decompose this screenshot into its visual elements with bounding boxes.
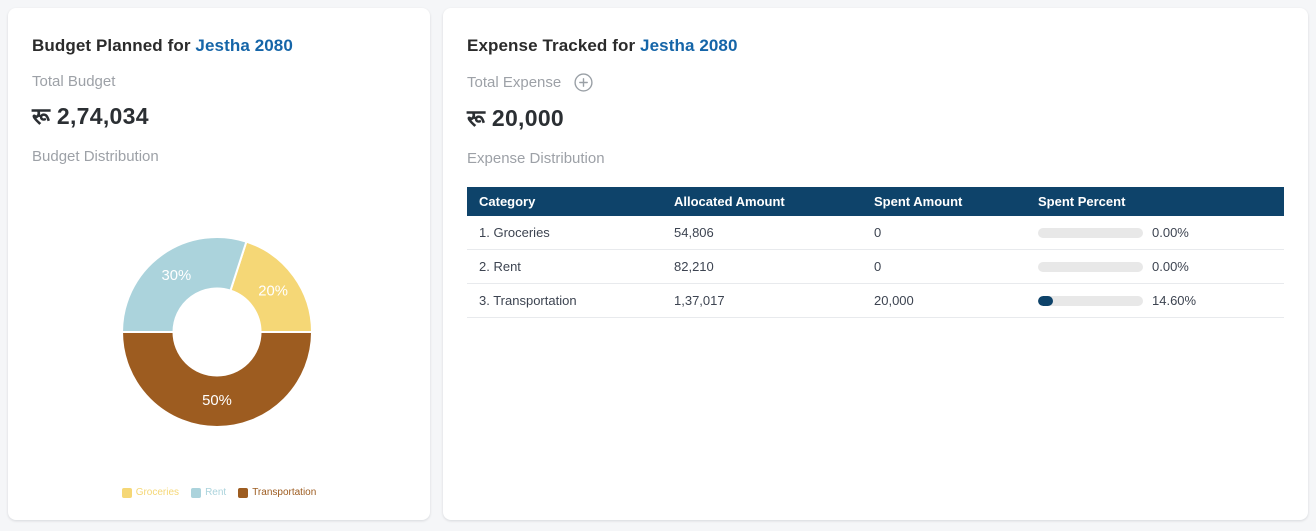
progress-bar bbox=[1038, 261, 1143, 272]
spent-amount-cell: 20,000 bbox=[862, 283, 1026, 318]
spent-percent-cell: 14.60% bbox=[1026, 283, 1284, 318]
donut-slice-rent bbox=[121, 236, 248, 333]
expense-table-body: 1. Groceries 54,806 0 0.00% 2. Rent 82,210 0 0.… bbox=[467, 216, 1284, 318]
spent-percent-value: 0.00% bbox=[1152, 259, 1189, 274]
category-cell: 1. Groceries bbox=[467, 216, 662, 250]
spent-percent-value: 0.00% bbox=[1152, 225, 1189, 240]
donut-slice-label: 30% bbox=[161, 268, 191, 284]
allocated-amount-cell: 82,210 bbox=[662, 249, 862, 284]
budget-title-prefix: Budget Planned for bbox=[32, 36, 196, 55]
donut-slice-groceries bbox=[229, 240, 313, 333]
legend-swatch bbox=[191, 487, 202, 498]
expense-title-prefix: Expense Tracked for bbox=[467, 36, 641, 55]
table-row: 1. Groceries 54,806 0 0.00% bbox=[467, 216, 1284, 250]
legend-item-rent[interactable]: Rent bbox=[191, 487, 226, 498]
spent-percent-cell: 0.00% bbox=[1026, 249, 1284, 284]
expense-card-title: Expense Tracked for Jestha 2080 bbox=[467, 36, 1284, 56]
donut-slice-label: 50% bbox=[202, 393, 232, 409]
expense-table-header: Category Allocated Amount Spent Amount Spen… bbox=[467, 187, 1284, 216]
progress-bar bbox=[1038, 227, 1143, 238]
spent-amount-cell: 0 bbox=[862, 249, 1026, 284]
table-header-cell: Allocated Amount bbox=[662, 187, 862, 216]
progress-bar-fill bbox=[1038, 295, 1054, 306]
progress-bar bbox=[1038, 295, 1143, 306]
spent-amount-cell: 0 bbox=[862, 216, 1026, 250]
legend-item-groceries[interactable]: Groceries bbox=[121, 487, 180, 498]
legend-label: Groceries bbox=[135, 487, 180, 498]
total-budget-amount: रू 2,74,034 bbox=[32, 103, 149, 129]
table-header-cell: Spent Amount bbox=[862, 187, 1026, 216]
spent-percent-cell: 0.00% bbox=[1026, 216, 1284, 250]
category-cell: 2. Rent bbox=[467, 249, 662, 284]
add-expense-button[interactable] bbox=[574, 73, 593, 92]
donut-slice-transportation bbox=[121, 331, 313, 428]
expense-distribution-label: Expense Distribution bbox=[467, 150, 605, 167]
budget-title-period: Jestha 2080 bbox=[195, 36, 293, 55]
spent-percent-value: 14.60% bbox=[1152, 293, 1197, 308]
donut-chart: 20% 30% 50% bbox=[121, 236, 313, 428]
category-cell: 3. Transportation bbox=[467, 283, 662, 318]
total-budget-label: Total Budget bbox=[32, 73, 116, 90]
budget-distribution-label: Budget Distribution bbox=[32, 148, 159, 165]
table-row: 3. Transportation 1,37,017 20,000 14.60% bbox=[467, 283, 1284, 318]
plus-circle-icon bbox=[574, 73, 593, 92]
expense-title-period: Jestha 2080 bbox=[640, 36, 738, 55]
allocated-amount-cell: 54,806 bbox=[662, 216, 862, 250]
legend-label: Rent bbox=[205, 487, 227, 498]
table-header-cell: Category bbox=[467, 187, 662, 216]
legend-swatch bbox=[238, 487, 249, 498]
chart-legend: Groceries Rent Transportation bbox=[32, 487, 406, 498]
legend-label: Transportation bbox=[252, 487, 317, 498]
total-expense-label: Total Expense bbox=[467, 74, 562, 91]
legend-swatch bbox=[121, 487, 132, 498]
table-header-cell: Spent Percent bbox=[1026, 187, 1284, 216]
table-row: 2. Rent 82,210 0 0.00% bbox=[467, 249, 1284, 284]
expense-tracked-card: Expense Tracked for Jestha 2080 Total Ex… bbox=[443, 8, 1308, 520]
total-expense-amount: रू 20,000 bbox=[467, 105, 565, 131]
legend-item-transportation[interactable]: Transportation bbox=[238, 487, 316, 498]
allocated-amount-cell: 1,37,017 bbox=[662, 283, 862, 318]
donut-slice-label: 20% bbox=[258, 283, 288, 299]
budget-planned-card: Budget Planned for Jestha 2080 Total Bud… bbox=[8, 8, 430, 520]
expense-table: Category Allocated Amount Spent Amount Spen… bbox=[467, 187, 1284, 318]
budget-card-title: Budget Planned for Jestha 2080 bbox=[32, 36, 406, 56]
